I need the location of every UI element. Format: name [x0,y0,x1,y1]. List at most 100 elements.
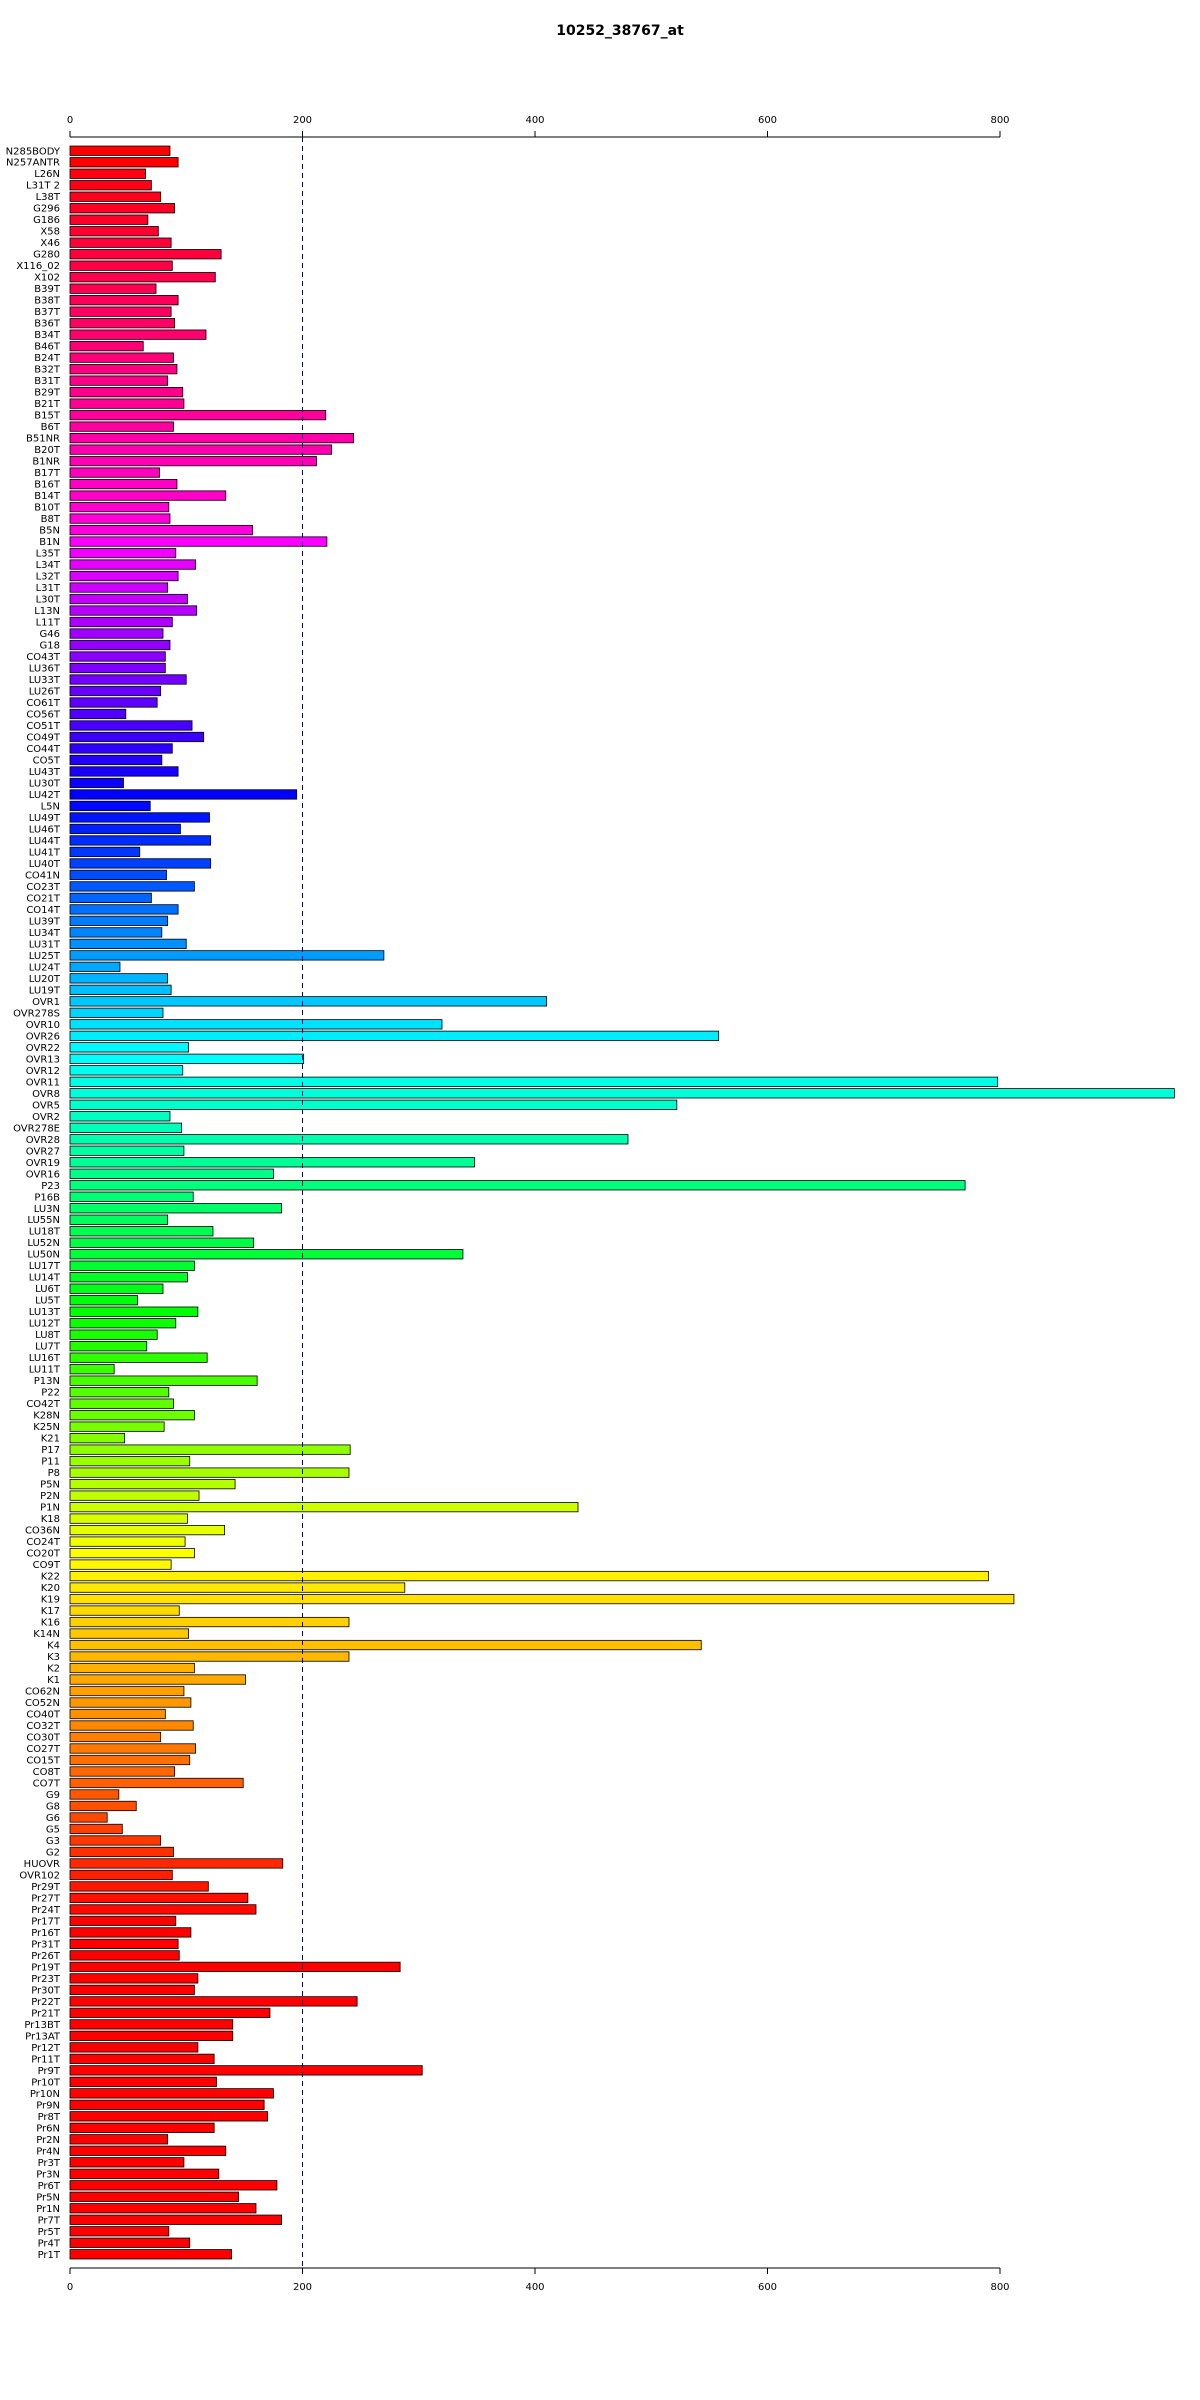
bar [69,1777,244,1789]
category-label: CO8T [33,1767,61,1778]
bottom-x-axis: 0 200 400 600 800 [67,2267,1010,2293]
bar [69,513,171,524]
bar [69,226,159,237]
bar [69,536,328,547]
bar [69,478,178,490]
bar [69,743,173,754]
bar [69,2053,215,2064]
category-label: Pr10T [31,2077,61,2088]
bar [69,2111,269,2122]
category-label: LU31T [29,939,61,950]
tick-label: 600 [758,115,777,126]
bar [69,651,166,662]
category-label: OVR22 [26,1043,60,1054]
category-label: K4 [47,1641,60,1652]
bar [69,961,121,972]
bar [69,1260,195,1271]
bar [69,1996,358,2007]
bar [69,2030,234,2041]
bar [69,398,185,409]
category-label: P1N [40,1503,60,1514]
bar [69,1708,166,1720]
bar [69,1789,120,1800]
bar [69,168,146,179]
bar [69,1639,702,1651]
category-label: LU24T [29,962,61,973]
bar [69,1364,115,1375]
bar [69,927,163,938]
category-label: B1N [39,537,60,548]
bar [69,1341,148,1352]
category-label: B5N [39,526,60,537]
category-label: G46 [40,629,60,640]
category-label: L26N [34,169,60,180]
category-label: P22 [41,1388,60,1399]
bar [69,1180,966,1191]
bar [69,1295,138,1306]
bar [69,2191,239,2202]
bar [69,605,198,616]
bar [69,1134,629,1145]
category-label: OVR8 [32,1089,60,1100]
bar [69,387,184,398]
bar [69,1846,174,1858]
bar [69,432,355,444]
category-label: LU19T [29,985,61,996]
bar [69,1593,1015,1605]
bar [69,628,164,639]
bar [69,444,332,455]
category-label: LU34T [29,928,61,939]
category-label: L31T 2 [26,181,60,192]
bar [69,1214,169,1225]
bar [69,1237,255,1248]
bar [69,1697,192,1708]
bar [69,1662,195,1674]
bar [69,1766,176,1777]
bar [69,1352,208,1363]
bar [69,1651,350,1662]
bar [69,249,222,260]
category-label: K20 [41,1583,60,1594]
category-label: B17T [34,468,61,479]
category-label: Pr8T [38,2112,61,2123]
bar [69,1835,162,1846]
category-label: HUOVR [24,1859,60,1870]
bar [69,2237,191,2248]
category-label: CO24T [26,1537,61,1548]
category-label: CO7T [33,1778,61,1789]
category-label: OVR11 [26,1077,60,1088]
category-label: OVR2 [32,1112,60,1123]
bar [69,1122,182,1133]
category-label: Pr6N [36,2123,60,2134]
category-label: Pr12T [31,2043,61,2054]
category-label: K3 [47,1652,60,1663]
bar [69,329,207,340]
category-label: LU11T [29,1365,61,1376]
bar [69,1387,170,1398]
bar [69,237,172,248]
bar [69,1007,164,1018]
bar [69,2065,423,2076]
category-label: B16T [34,480,61,491]
bar [69,352,174,363]
category-label: LU49T [29,813,61,824]
bar [69,662,166,674]
bar [69,984,172,995]
bar [69,2134,169,2145]
bar [69,904,179,915]
category-label: L13N [34,606,60,617]
bar [69,2099,265,2110]
bar [69,1501,579,1513]
category-label: N285BODY [6,146,61,157]
category-label: Pr1N [36,2204,60,2215]
category-label: CO32T [26,1721,61,1732]
category-label: Pr30T [31,1985,61,1996]
category-label: B14T [34,491,61,502]
category-label: B6T [41,422,61,433]
bar [69,823,181,835]
category-label: OVR5 [32,1100,60,1111]
bar [69,754,163,766]
category-label: K2 [47,1664,60,1675]
category-label: OVR12 [26,1066,60,1077]
category-label: Pr6T [38,2181,61,2192]
